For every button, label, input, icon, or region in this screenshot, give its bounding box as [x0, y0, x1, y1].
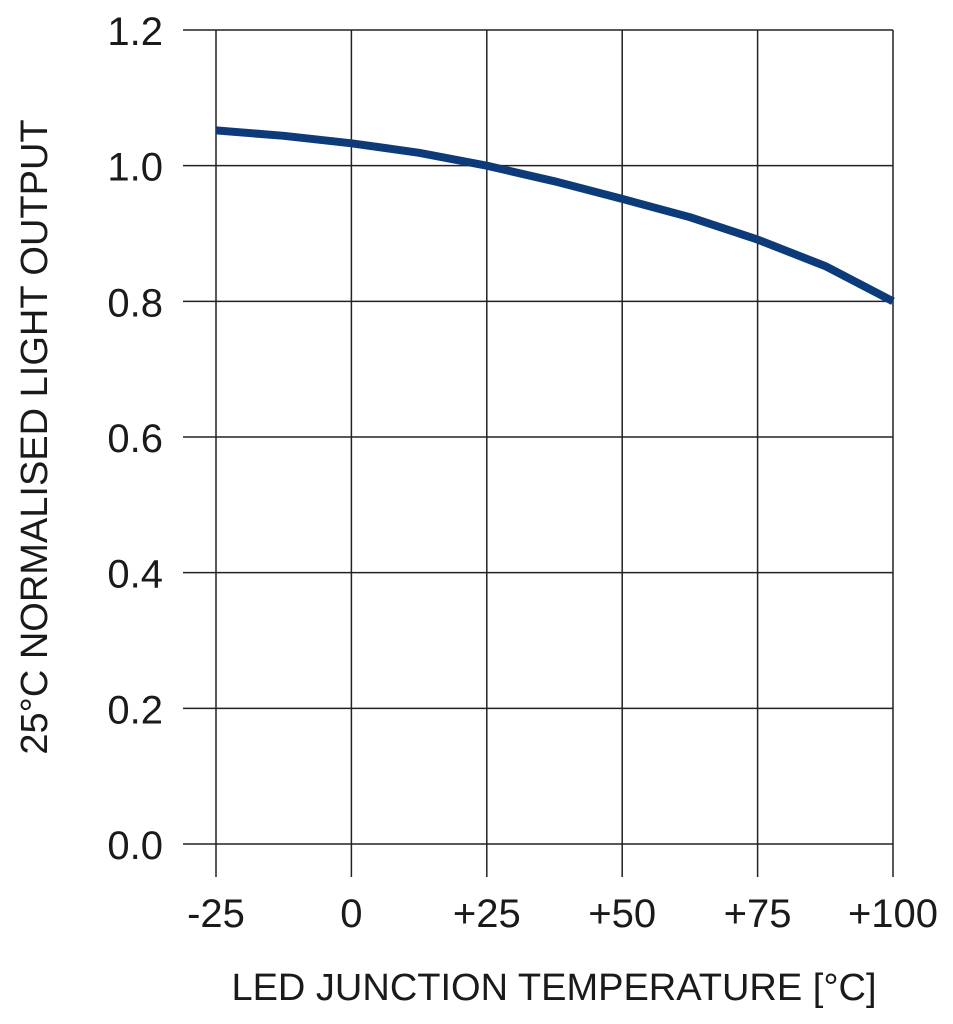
- y-tick-label: 0.6: [107, 417, 163, 461]
- grid: [183, 29, 894, 877]
- y-tick-label: 1.2: [107, 10, 163, 54]
- series-line-0: [215, 126, 895, 305]
- x-axis-title: LED JUNCTION TEMPERATURE [°C]: [231, 967, 876, 1009]
- x-tick-label: -25: [187, 892, 245, 936]
- y-tick-label: 0.4: [107, 553, 163, 597]
- x-tick-label: +25: [453, 892, 521, 936]
- y-tick-label: 1.0: [107, 146, 163, 190]
- x-tick-label: +50: [588, 892, 656, 936]
- y-tick-label: 0.2: [107, 688, 163, 732]
- x-tick-label: 0: [340, 892, 362, 936]
- y-axis-ticks: 0.0 0.2 0.4 0.6 0.8 1.0 1.2: [107, 10, 163, 868]
- y-tick-label: 0.0: [107, 824, 163, 868]
- y-axis-title: 25°C NORMALISED LIGHT OUTPUT: [14, 119, 56, 754]
- series-layer: [215, 126, 895, 305]
- x-tick-label: +100: [848, 892, 938, 936]
- x-axis-ticks: -25 0 +25 +50 +75 +100: [187, 892, 938, 936]
- y-tick-label: 0.8: [107, 281, 163, 325]
- x-tick-label: +75: [724, 892, 792, 936]
